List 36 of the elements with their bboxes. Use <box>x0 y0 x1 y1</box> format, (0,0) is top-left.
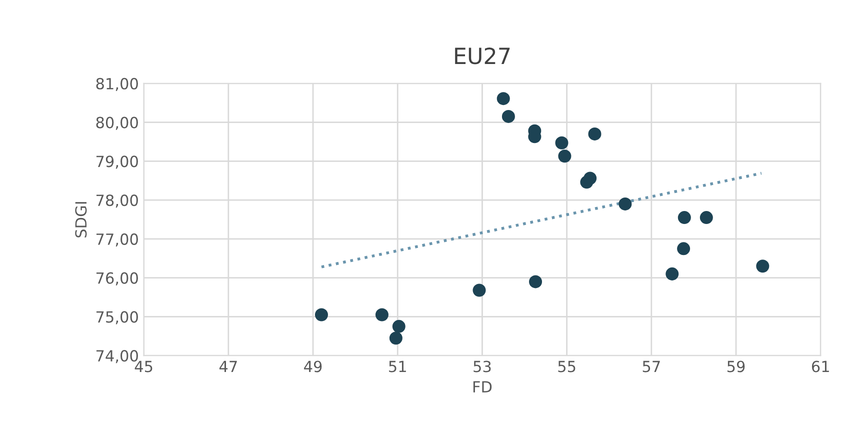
x-tick-label: 47 <box>219 360 237 372</box>
y-tick-label: 76,00 <box>96 272 138 286</box>
y-tick-label: 80,00 <box>96 116 138 130</box>
point <box>588 127 602 140</box>
y-tick-label: 75,00 <box>96 311 138 324</box>
x-tick-label: 49 <box>304 360 322 372</box>
x-tick-label: 51 <box>389 360 406 372</box>
x-tick-label: 59 <box>727 360 745 372</box>
point <box>618 197 632 210</box>
y-tick-label: 77,00 <box>96 233 138 247</box>
y-axis-title: SDGI <box>75 202 87 238</box>
chart-title: EU27 <box>455 47 510 64</box>
y-tick-label: 79,00 <box>96 156 138 169</box>
point <box>678 211 691 224</box>
point <box>496 92 510 106</box>
point <box>558 150 572 163</box>
y-tick-label: 81,00 <box>96 78 138 91</box>
point <box>756 260 770 273</box>
point <box>555 136 568 150</box>
x-tick-label: 55 <box>558 360 576 372</box>
point <box>392 320 406 333</box>
point <box>389 332 402 345</box>
x-tick-label: 61 <box>812 360 829 372</box>
point <box>666 267 679 280</box>
point <box>502 110 515 123</box>
point <box>584 172 597 185</box>
point <box>677 242 690 256</box>
point <box>700 211 713 224</box>
point <box>375 308 388 322</box>
y-tick-label: 78,00 <box>96 194 138 208</box>
point <box>472 284 486 297</box>
point <box>314 308 328 322</box>
point <box>529 275 542 288</box>
x-tick-label: 57 <box>642 360 660 372</box>
x-axis-title: FD <box>473 381 492 392</box>
x-tick-label: 53 <box>474 360 491 372</box>
